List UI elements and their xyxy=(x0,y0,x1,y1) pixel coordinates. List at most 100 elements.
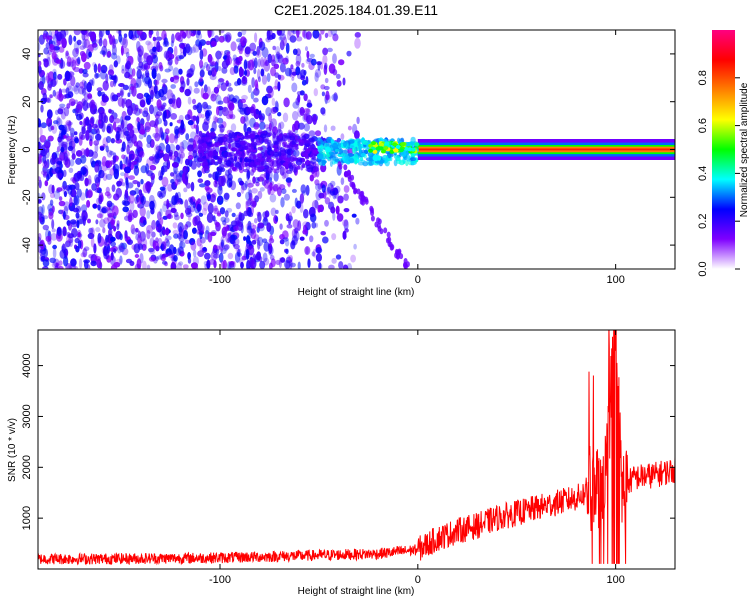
heatmap-cell xyxy=(279,62,286,73)
heatmap-cell xyxy=(67,145,74,152)
heatmap-cell xyxy=(82,38,87,49)
heatmap-cell xyxy=(287,30,295,37)
heatmap-cell xyxy=(255,161,261,166)
heatmap-cell xyxy=(143,219,147,226)
heatmap-cell xyxy=(243,106,251,116)
heatmap-cell xyxy=(40,104,44,113)
heatmap-cell xyxy=(330,139,335,144)
heatmap-cell xyxy=(354,32,361,38)
heatmap-cell xyxy=(285,248,289,255)
heatmap-cell xyxy=(180,212,184,219)
heatmap-cell xyxy=(199,49,204,60)
heatmap-cell xyxy=(297,165,301,170)
heatmap-cell xyxy=(192,30,196,36)
heatmap-cell xyxy=(160,104,166,110)
heatmap-cell xyxy=(219,207,226,215)
heatmap-cell xyxy=(68,138,73,150)
heatmap-cell xyxy=(146,229,151,240)
heatmap-cell xyxy=(240,116,246,124)
heatmap-cell xyxy=(208,259,216,265)
heatmap-cell xyxy=(136,140,143,151)
heatmap-cell xyxy=(85,129,90,141)
heatmap-cell xyxy=(40,122,47,129)
heatmap-cell xyxy=(170,76,175,83)
heatmap-cell xyxy=(346,50,352,57)
heatmap-cell xyxy=(181,139,188,150)
heatmap-cell xyxy=(170,261,176,269)
heatmap-cell xyxy=(213,180,218,188)
heatmap-cell xyxy=(321,184,326,193)
heatmap-cell xyxy=(210,133,217,137)
heatmap-cell xyxy=(202,246,207,252)
heatmap-cell xyxy=(305,31,312,40)
snr-panel: -100 0 100 1000 2000 3000 4000 Height of stra… xyxy=(7,329,676,597)
heatmap-cell xyxy=(79,174,85,182)
heatmap-cell xyxy=(232,240,236,247)
heatmap-cell xyxy=(197,139,204,144)
heatmap-cell xyxy=(179,44,184,54)
heatmap-cell xyxy=(63,190,67,198)
heatmap-cell xyxy=(291,76,295,81)
heatmap-cell xyxy=(409,157,417,162)
heatmap-cell xyxy=(301,79,307,86)
heatmap-cell xyxy=(201,133,208,138)
heatmap-cell xyxy=(52,244,57,250)
heatmap-cell xyxy=(223,244,229,252)
heatmap-cell xyxy=(79,121,83,125)
heatmap-cell xyxy=(309,235,314,243)
heatmap-cell xyxy=(111,52,118,60)
heatmap-cell xyxy=(230,123,237,132)
heatmap-cell xyxy=(163,110,167,119)
heatmap-cell xyxy=(319,263,323,269)
heatmap-cell xyxy=(246,259,251,269)
heatmap-cell xyxy=(284,67,292,77)
heatmap-cell xyxy=(290,240,296,250)
heatmap-cell xyxy=(279,166,285,176)
heatmap-cell xyxy=(246,150,250,156)
heatmap-cell xyxy=(160,256,166,262)
heatmap-cell xyxy=(304,246,311,255)
y-tick-label: 40 xyxy=(21,48,33,60)
heatmap-cell xyxy=(96,213,103,219)
heatmap-cell xyxy=(51,152,58,160)
heatmap-cell xyxy=(263,57,268,66)
heatmap-cell xyxy=(42,224,49,231)
heatmap-cell xyxy=(312,166,320,173)
heatmap-cell xyxy=(161,166,165,176)
heatmap-cell xyxy=(213,136,220,142)
heatmap-cell xyxy=(243,59,248,70)
heatmap-cell xyxy=(98,38,103,47)
heatmap-cell xyxy=(185,158,190,166)
heatmap-cell xyxy=(105,160,113,168)
heatmap-cell xyxy=(62,150,70,158)
heatmap-cell xyxy=(217,100,224,105)
heatmap-cell xyxy=(72,108,77,114)
heatmap-cell xyxy=(308,137,315,143)
heatmap-cell xyxy=(295,36,303,42)
heatmap-cell xyxy=(78,131,84,140)
heatmap-cell xyxy=(103,249,110,260)
heatmap-cell xyxy=(124,166,131,174)
heatmap-cell xyxy=(40,255,46,262)
heatmap-cell xyxy=(132,209,138,219)
heatmap-cell xyxy=(59,109,64,115)
heatmap-cell xyxy=(210,93,217,102)
heatmap-cell xyxy=(260,160,265,166)
heatmap-cell xyxy=(251,77,255,88)
heatmap-cell xyxy=(178,261,184,266)
heatmap-cell xyxy=(185,212,193,218)
heatmap-cell xyxy=(289,35,297,43)
heatmap-cell xyxy=(228,142,231,150)
heatmap-cell xyxy=(282,162,289,167)
heatmap-cell xyxy=(259,121,266,130)
heatmap-cell xyxy=(165,227,170,236)
heatmap-cell xyxy=(62,94,67,99)
heatmap-cell xyxy=(254,79,259,90)
heatmap-cell xyxy=(193,249,197,258)
spectrogram-x-ticks: -100 0 100 xyxy=(209,30,625,286)
heatmap-cell xyxy=(184,224,189,230)
heatmap-cell xyxy=(266,222,272,233)
heatmap-cell xyxy=(184,114,191,121)
heatmap-cell xyxy=(124,215,131,221)
heatmap-cell xyxy=(215,50,222,60)
